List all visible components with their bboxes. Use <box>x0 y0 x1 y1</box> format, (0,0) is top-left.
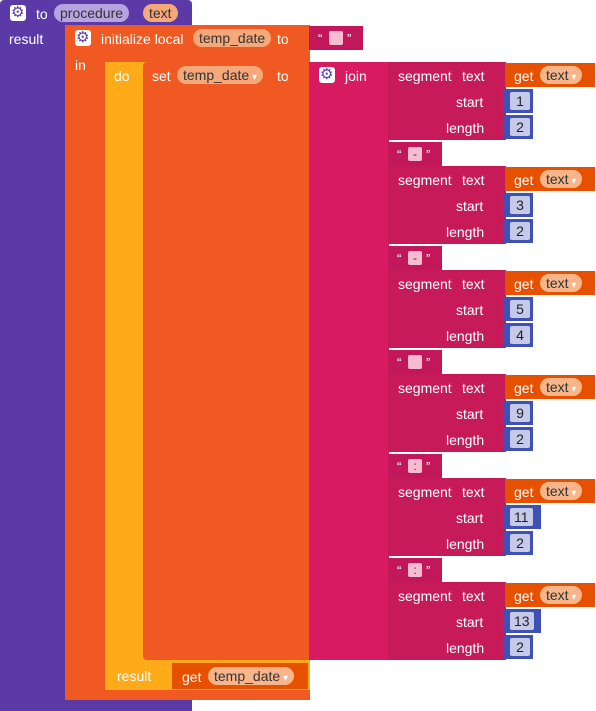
initialize-local-label: initialize local <box>101 31 184 47</box>
do-result-label: result <box>117 668 152 684</box>
segment-text-label: text <box>462 68 485 84</box>
segment-block[interactable] <box>388 582 506 660</box>
length-number-field[interactable]: 2 <box>510 222 530 240</box>
get-temp-date-label: get <box>182 669 202 685</box>
segment-block[interactable] <box>388 374 506 452</box>
segment-block[interactable] <box>388 62 506 140</box>
length-number-field[interactable]: 2 <box>510 430 530 448</box>
segment-block[interactable] <box>388 166 506 244</box>
separator-string-value[interactable]: - <box>408 251 422 265</box>
separator-open-quote: “ <box>397 459 402 474</box>
separator-close-quote: ” <box>426 355 431 370</box>
segment-block[interactable] <box>388 478 506 556</box>
get-text-dropdown[interactable]: text <box>540 482 583 500</box>
get-text-dropdown[interactable]: text <box>540 170 583 188</box>
get-text-label: get <box>514 68 534 84</box>
start-number-field[interactable]: 13 <box>510 612 534 630</box>
segment-label: segment <box>398 588 452 604</box>
segment-start-label: start <box>456 94 484 110</box>
set-label: set <box>152 68 171 84</box>
start-number-field[interactable]: 1 <box>510 92 530 110</box>
segment-length-label: length <box>446 328 485 344</box>
length-number-field[interactable]: 4 <box>510 326 530 344</box>
segment-label: segment <box>398 276 452 292</box>
segment-length-label: length <box>446 224 485 240</box>
segment-length-label: length <box>446 432 485 448</box>
procedure-param[interactable]: text <box>143 4 178 22</box>
segment-text-label: text <box>462 276 485 292</box>
get-text-label: get <box>514 484 534 500</box>
join-gear-icon[interactable] <box>319 65 335 83</box>
initialize-local-gear-icon[interactable] <box>75 28 91 46</box>
get-text-dropdown[interactable]: text <box>540 378 583 396</box>
empty-string-open-quote: “ <box>318 31 323 46</box>
start-number-field[interactable]: 9 <box>510 404 530 422</box>
join-block[interactable] <box>309 62 389 660</box>
segment-text-label: text <box>462 484 485 500</box>
start-number-field[interactable]: 5 <box>510 300 530 318</box>
get-text-label: get <box>514 588 534 604</box>
segment-start-label: start <box>456 406 484 422</box>
segment-length-label: length <box>446 640 485 656</box>
procedure-result-label: result <box>9 31 44 47</box>
segment-label: segment <box>398 380 452 396</box>
procedure-gear-icon[interactable] <box>10 3 26 21</box>
length-number-field[interactable]: 2 <box>510 534 530 552</box>
get-temp-date-dropdown[interactable]: temp_date <box>208 667 294 685</box>
empty-string-close-quote: ” <box>347 31 352 46</box>
segment-label: segment <box>398 484 452 500</box>
separator-close-quote: ” <box>426 147 431 162</box>
separator-string-value[interactable]: : <box>408 459 422 473</box>
get-text-label: get <box>514 172 534 188</box>
local-var-name[interactable]: temp_date <box>193 29 272 47</box>
in-label: in <box>75 57 86 73</box>
join-label: join <box>345 68 367 84</box>
segment-start-label: start <box>456 302 484 318</box>
empty-string-value[interactable] <box>329 31 343 45</box>
separator-open-quote: “ <box>397 147 402 162</box>
segment-text-label: text <box>462 380 485 396</box>
get-text-dropdown[interactable]: text <box>540 66 583 84</box>
segment-text-label: text <box>462 172 485 188</box>
set-to-label: to <box>277 68 289 84</box>
do-label: do <box>114 68 130 84</box>
get-text-dropdown[interactable]: text <box>540 274 583 292</box>
segment-text-label: text <box>462 588 485 604</box>
get-text-label: get <box>514 380 534 396</box>
initialize-to-label: to <box>277 31 289 47</box>
length-number-field[interactable]: 2 <box>510 118 530 136</box>
separator-string-value[interactable] <box>408 355 422 369</box>
start-number-field[interactable]: 3 <box>510 196 530 214</box>
set-block[interactable] <box>143 62 310 660</box>
separator-close-quote: ” <box>426 563 431 578</box>
separator-open-quote: “ <box>397 563 402 578</box>
get-text-label: get <box>514 276 534 292</box>
separator-close-quote: ” <box>426 251 431 266</box>
segment-start-label: start <box>456 510 484 526</box>
length-number-field[interactable]: 2 <box>510 638 530 656</box>
separator-open-quote: “ <box>397 355 402 370</box>
separator-open-quote: “ <box>397 251 402 266</box>
segment-length-label: length <box>446 536 485 552</box>
segment-length-label: length <box>446 120 485 136</box>
segment-start-label: start <box>456 198 484 214</box>
procedure-name-field[interactable]: procedure <box>54 4 130 22</box>
set-var-dropdown[interactable]: temp_date <box>177 66 263 84</box>
segment-label: segment <box>398 68 452 84</box>
separator-string-value[interactable]: : <box>408 563 422 577</box>
segment-block[interactable] <box>388 270 506 348</box>
get-text-dropdown[interactable]: text <box>540 586 583 604</box>
segment-label: segment <box>398 172 452 188</box>
segment-start-label: start <box>456 614 484 630</box>
separator-close-quote: ” <box>426 459 431 474</box>
procedure-to-label: to <box>36 6 48 22</box>
start-number-field[interactable]: 11 <box>510 508 533 526</box>
separator-string-value[interactable]: - <box>408 147 422 161</box>
